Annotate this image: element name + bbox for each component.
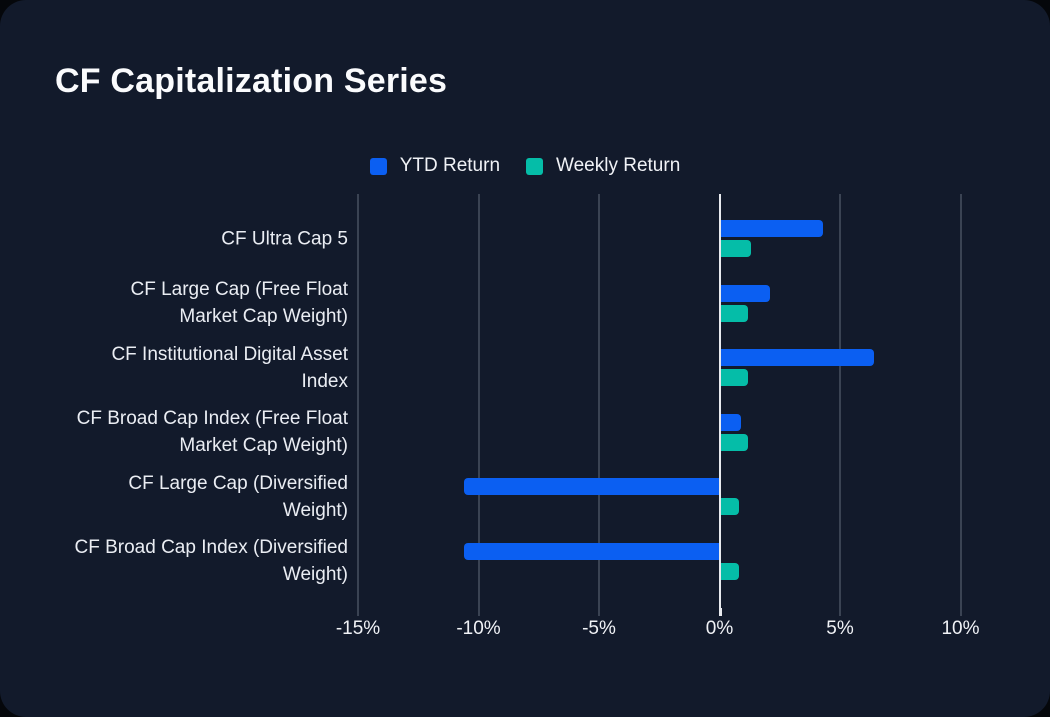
category-label: CF Large Cap (Free Float Market Cap Weig…: [130, 279, 348, 327]
category-label: CF Institutional Digital Asset Index: [111, 343, 348, 392]
category-label: CF Ultra Cap 5: [221, 228, 348, 249]
legend-label: Weekly Return: [556, 155, 681, 176]
weekly-return-bar: [719, 240, 751, 257]
x-axis-tick-label: -10%: [456, 618, 501, 639]
gridline: [959, 194, 962, 608]
axis-tick: [959, 608, 962, 616]
x-axis-tick-label: 5%: [826, 618, 854, 639]
category-label: CF Broad Cap Index (Free Float Market Ca…: [76, 408, 348, 456]
value-axis: -15% -10% -5% 0% 5% 10%: [336, 618, 986, 648]
x-axis-tick-label: 0%: [705, 618, 734, 639]
gridline: [477, 194, 480, 608]
ytd-return-bar: [719, 413, 742, 431]
axis-tick: [839, 608, 841, 616]
x-axis-tick-label: 10%: [941, 618, 980, 639]
gridline: [357, 194, 359, 608]
plot-area: [340, 194, 986, 616]
ytd-return-swatch-icon: [369, 157, 387, 175]
category-label: CF Large Cap (Diversified Weight): [128, 472, 348, 521]
weekly-return-bar: [719, 433, 749, 451]
chart-legend: YTD Return Weekly Return: [0, 155, 1050, 177]
ytd-return-bar: [464, 542, 720, 560]
ytd-return-bar: [719, 220, 824, 237]
x-axis-tick-label: -5%: [582, 618, 616, 639]
gridline: [839, 194, 841, 608]
ytd-return-bar: [719, 284, 771, 302]
category-axis: CF Ultra Cap 5 CF Large Cap (Free Float M…: [68, 0, 349, 717]
weekly-return-bar: [719, 498, 739, 515]
legend-item-weekly-return: Weekly Return: [526, 155, 680, 177]
weekly-return-bar: [719, 304, 749, 322]
weekly-return-bar: [719, 369, 749, 386]
axis-tick: [477, 608, 480, 616]
category-label: CF Broad Cap Index (Diversified Weight): [74, 537, 349, 585]
chart-title: CF Capitalization Series: [55, 62, 448, 100]
legend-label: YTD Return: [399, 155, 501, 176]
axis-tick: [718, 608, 722, 616]
x-axis-tick-label: -15%: [335, 618, 381, 639]
legend-item-ytd-return: YTD Return: [369, 155, 501, 177]
axis-tick: [357, 608, 359, 616]
ytd-return-bar: [719, 349, 874, 366]
zero-gridline: [718, 194, 721, 608]
weekly-return-bar: [719, 562, 739, 580]
weekly-return-swatch-icon: [526, 157, 544, 175]
gridline: [598, 194, 600, 608]
axis-tick: [598, 608, 600, 616]
ytd-return-bar: [464, 478, 720, 495]
